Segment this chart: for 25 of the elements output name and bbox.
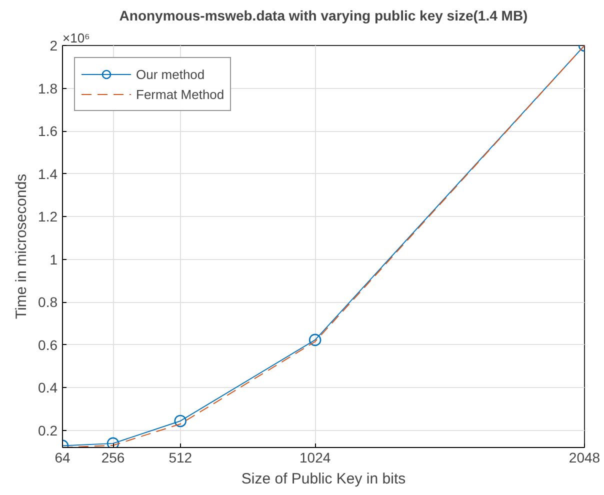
legend-label: Our method: [136, 66, 205, 82]
x-tick-label: 2048: [568, 450, 600, 466]
y-tick-label: 1.2: [38, 208, 58, 225]
point: [174, 414, 187, 428]
y-tick-label: 0.4: [38, 380, 58, 396]
y-tick-label: 1.6: [38, 123, 58, 140]
x-tick-label: 64: [54, 450, 70, 466]
legend-label: Fermat Method: [136, 86, 224, 102]
x-tick-label: 512: [168, 450, 192, 466]
line-series: [62, 46, 584, 448]
y-tick-label: 1: [50, 251, 58, 268]
x-tick-label: 256: [101, 450, 125, 466]
chart-title: Anonymous-msweb.data with varying public key size(1.4 MB): [119, 8, 528, 24]
x-axis-title: Size of Public Key in bits: [241, 470, 406, 488]
y-tick-label: 1.8: [38, 80, 58, 96]
point: [308, 334, 322, 346]
text: ×10⁶: [62, 30, 90, 46]
y-axis-title: Time in microseconds: [13, 174, 30, 320]
point: [106, 437, 120, 448]
y-tick-label: 0.8: [38, 294, 58, 310]
y-tick-label: 1.4: [38, 166, 58, 182]
y-tick-label: 0.2: [38, 422, 58, 438]
y-tick-label: 0.6: [38, 336, 58, 353]
y-tick-label: 2: [50, 38, 58, 54]
x-tick-label: 1024: [300, 450, 331, 466]
